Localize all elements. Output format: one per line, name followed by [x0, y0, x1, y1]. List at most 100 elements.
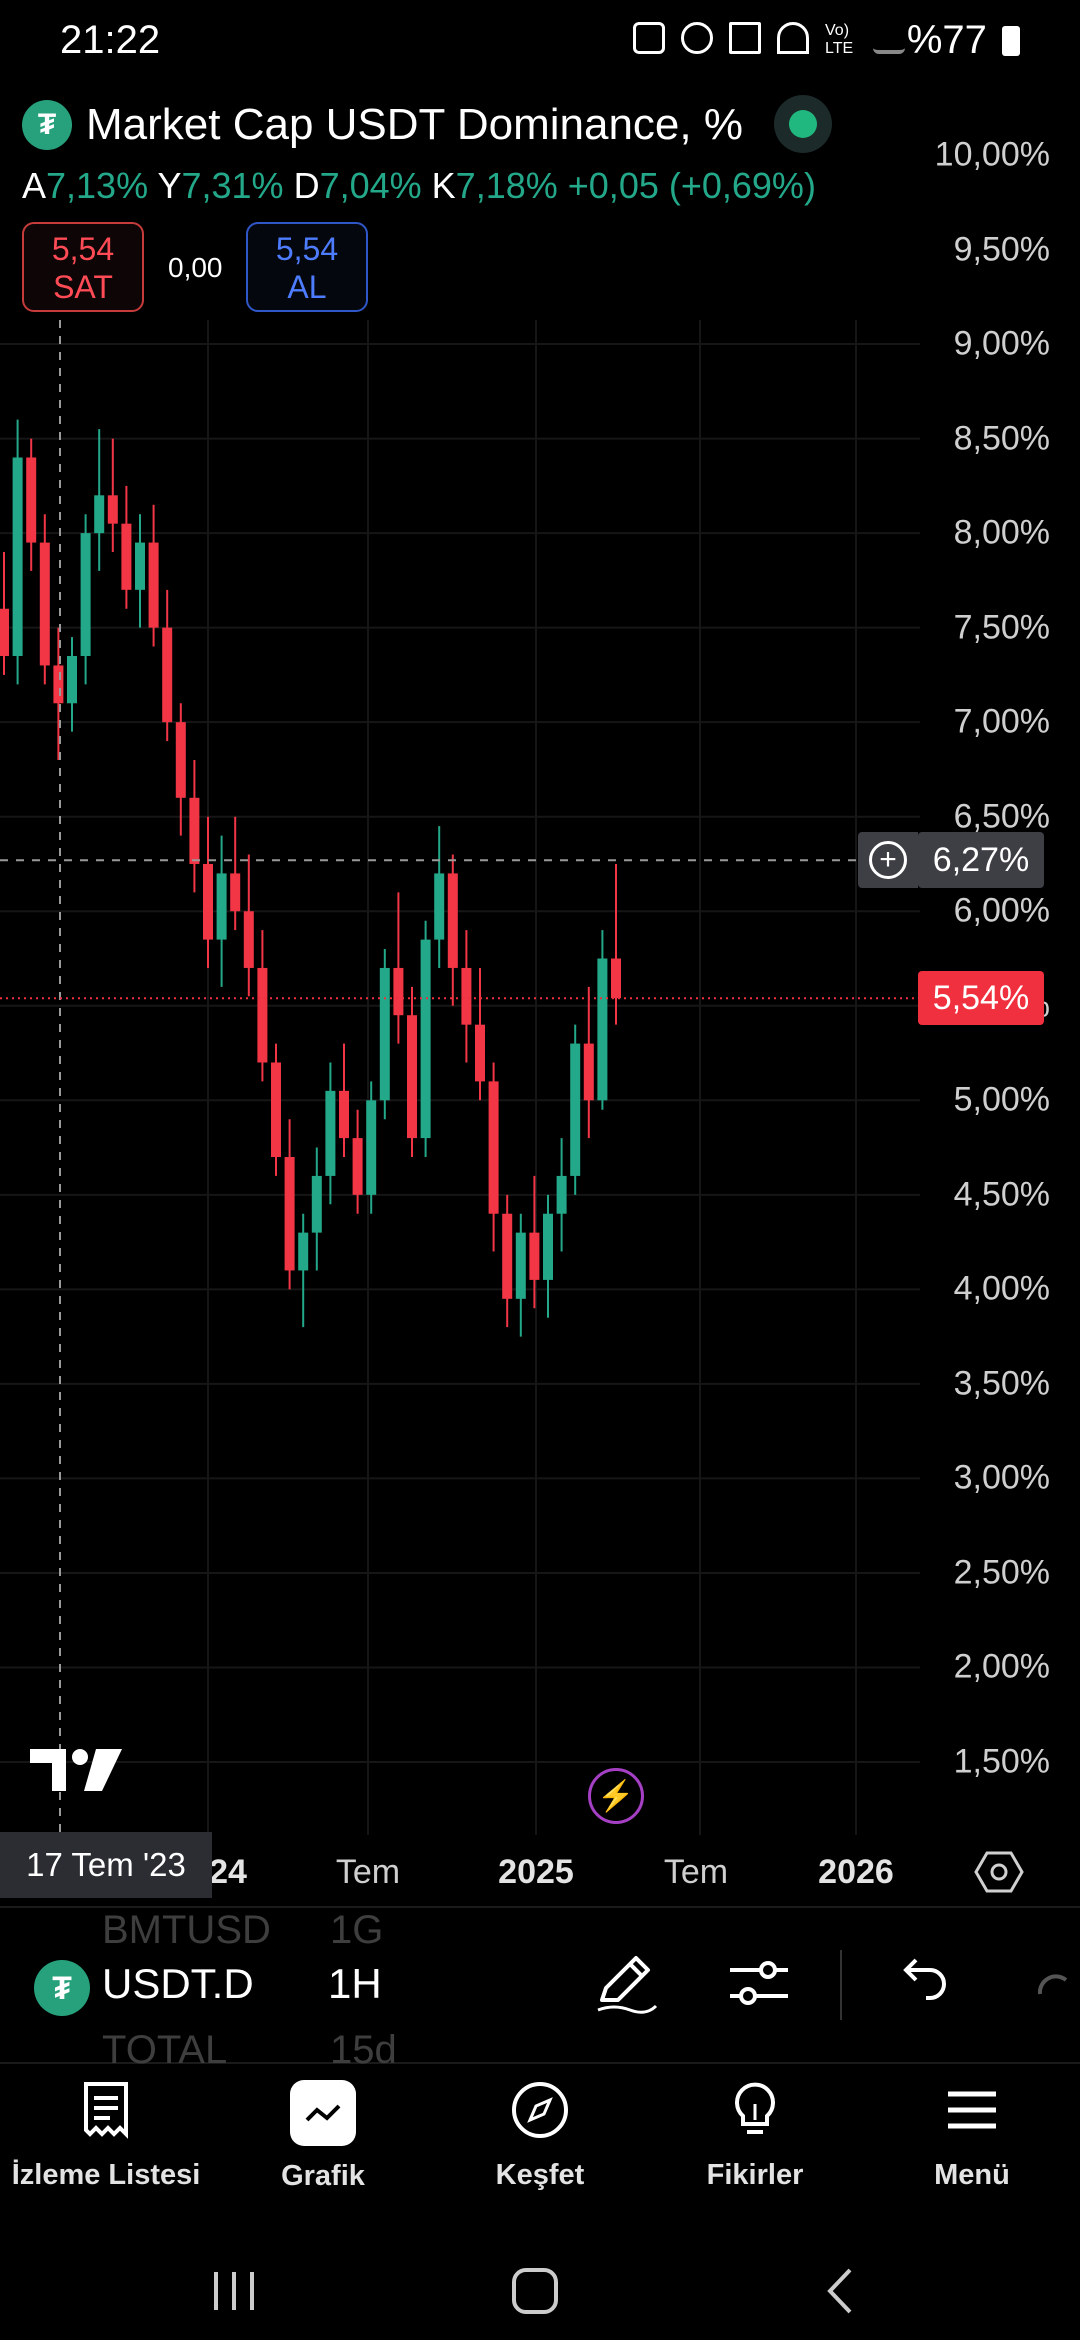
candle-down [407, 1015, 417, 1139]
chart-settings-icon[interactable] [974, 1850, 1024, 1894]
candle-up [135, 542, 145, 590]
high-value: 7,31% [181, 165, 284, 206]
candle-up [80, 533, 91, 657]
candle-up [311, 1175, 322, 1233]
candle-up [515, 1232, 526, 1299]
nav-explore[interactable]: Keşfet [440, 2080, 640, 2192]
nav-ideas[interactable]: Fikirler [655, 2080, 855, 2192]
buy-label: AL [287, 269, 327, 305]
nav-menu[interactable]: Menü [872, 2080, 1072, 2192]
time-tick-label: 24 [209, 1853, 247, 1891]
buy-price: 5,54 [275, 231, 339, 267]
system-navigation-bar [0, 2240, 1080, 2340]
high-label: Y [157, 165, 182, 206]
price-tick-label: 7,00% [953, 702, 1050, 741]
nav-ideas-label: Fikirler [706, 2159, 804, 2191]
previous-symbol-ghost: BMTUSD [102, 1908, 271, 1952]
undo-icon[interactable] [888, 1948, 958, 2018]
lightning-icon[interactable]: ⚡ [588, 1768, 644, 1824]
candle-down [53, 665, 64, 704]
candle-down [284, 1157, 295, 1271]
status-icons: Vo) LTE [633, 22, 905, 57]
candle-down [502, 1213, 513, 1299]
battery-indicator: %77 [907, 18, 1020, 63]
candle-down [475, 1024, 485, 1082]
candle-down [529, 1232, 540, 1280]
lightbulb-icon [735, 2082, 775, 2134]
candle-down [488, 1081, 499, 1214]
add-alert-button[interactable]: + [858, 832, 918, 889]
previous-interval-ghost: 1G [330, 1908, 384, 1952]
back-icon[interactable] [820, 2266, 860, 2316]
interval-selector[interactable]: 1H [328, 1960, 382, 2007]
nav-watchlist[interactable]: İzleme Listesi [6, 2080, 206, 2192]
price-tick-label: 10,00% [934, 135, 1050, 174]
candle-down [0, 608, 9, 657]
next-interval-ghost: 15d [330, 2028, 397, 2072]
candle-down [26, 457, 37, 543]
candle-down [461, 967, 472, 1025]
home-icon[interactable] [510, 2266, 560, 2316]
battery-icon [1002, 26, 1020, 56]
price-tick-label: 6,00% [953, 891, 1050, 930]
price-tick-label: 3,00% [953, 1458, 1050, 1497]
candle-down [339, 1090, 349, 1139]
symbol-selector[interactable]: USDT.D [102, 1960, 254, 2007]
indicators-sliders-icon[interactable] [724, 1948, 794, 2018]
tether-logo-icon: ₮ [22, 100, 72, 150]
candle-down [230, 873, 241, 912]
candle-down [175, 722, 186, 798]
ohlc-values: A7,13% Y7,31% D7,04% K7,18% +0,05 (+0,69… [22, 165, 816, 207]
bottom-navigation: İzleme Listesi Grafik Keşfet Fikirler Me… [0, 2060, 1080, 2240]
chart-title[interactable]: Market Cap USDT Dominance, % [86, 100, 743, 149]
last-price-label: 5,54% [918, 971, 1044, 1026]
candle-down [352, 1138, 363, 1195]
price-tick-label: 2,00% [953, 1647, 1050, 1686]
time-tick-label: Tem [335, 1853, 401, 1891]
price-chart[interactable] [0, 320, 1080, 1840]
change-value: +0,05 (+0,69%) [567, 165, 816, 206]
price-tick-label: 6,50% [953, 797, 1050, 836]
candle-up [597, 958, 608, 1101]
price-tick-label: 7,50% [953, 608, 1050, 647]
price-tick-label: 4,50% [953, 1175, 1050, 1214]
time-tick-label: Tem [663, 1853, 729, 1891]
price-scale[interactable]: 10,00% 9,50% 9,00% 8,50% 8,00% 7,50% 7,00% 6,50… [930, 136, 1080, 1840]
low-value: 7,04% [319, 165, 422, 206]
menu-icon [948, 2091, 996, 2129]
candle-down [148, 542, 159, 628]
market-status-indicator[interactable] [774, 95, 832, 153]
candle-down [257, 967, 268, 1063]
candle-up [12, 457, 23, 657]
symbol-toolbar: BMTUSD 1G TOTAL 15d [0, 1906, 1080, 2072]
tradingview-logo-icon[interactable] [30, 1745, 122, 1795]
toolbar-divider [840, 1950, 842, 2020]
redo-icon[interactable] [1036, 1948, 1080, 2018]
buy-button[interactable]: 5,54 AL [246, 222, 368, 312]
battery-percent: %77 [906, 18, 987, 62]
candle-up [556, 1175, 567, 1214]
candle-up [570, 1043, 581, 1176]
alarm-icon [681, 22, 713, 54]
candle-down [39, 542, 50, 666]
sell-button[interactable]: 5,54 SAT [22, 222, 144, 312]
signal-icon [873, 22, 905, 54]
open-label: A [22, 165, 47, 206]
sell-price: 5,54 [51, 231, 115, 267]
close-value: 7,18% [455, 165, 558, 206]
toolbar-tether-logo-icon: ₮ [34, 1960, 90, 2016]
chart-icon [290, 2080, 356, 2146]
price-tick-label: 3,50% [953, 1364, 1050, 1403]
price-tick-label: 5,00% [953, 1080, 1050, 1119]
price-tick-label: 1,50% [953, 1742, 1050, 1781]
price-tick-label: 9,00% [953, 324, 1050, 363]
drawing-tool-pen-icon[interactable] [590, 1948, 660, 2018]
candle-up [325, 1090, 336, 1176]
candle-up [94, 495, 105, 534]
price-tick-label: 2,50% [953, 1553, 1050, 1592]
time-axis[interactable]: 24 Tem 2025 Tem 2026 [0, 1835, 1080, 1905]
open-value: 7,13% [46, 165, 149, 206]
nav-chart[interactable]: Grafik [223, 2080, 423, 2193]
candle-down [611, 958, 621, 999]
recent-apps-icon[interactable] [210, 2268, 258, 2314]
